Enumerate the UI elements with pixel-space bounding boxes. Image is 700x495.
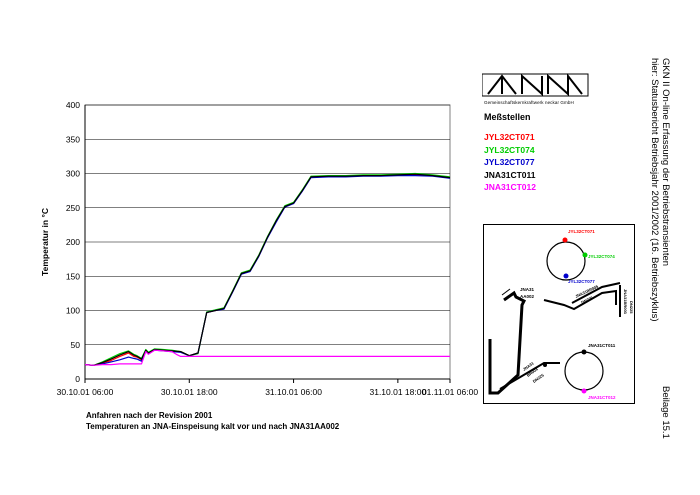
main-pipe (488, 290, 527, 395)
series-line-jna31ct012 (84, 349, 450, 366)
series-line-jna31ct011 (84, 173, 451, 366)
label-jyl32ct077: JYL32CT077 (568, 279, 595, 284)
lower-loop-circle (564, 351, 604, 391)
side-header-line-2: hier: Statusbericht Betriebsjahr 2001/20… (649, 58, 660, 322)
logo-caption: Gemeinschaftskernkraftwerk neckar GmbH (484, 100, 574, 105)
label-pipe-5: DN225 (532, 372, 546, 384)
label-jna31ct011: JNA31CT011 (588, 343, 616, 348)
y-tick-label: 0 (75, 374, 80, 384)
x-tick-label: 01.11.01 06:00 (422, 387, 478, 397)
label-pipe-3: JNA31 (522, 360, 536, 372)
y-tick-label: 200 (66, 237, 80, 247)
label-jyl32ct074: JYL32CT074 (588, 254, 615, 259)
legend-title: Meßstellen (484, 112, 531, 122)
label-valve-2: AA002 (520, 294, 535, 299)
x-tick-label: 30.10.01 06:00 (57, 387, 114, 397)
legend-item-jna31ct011: JNA31CT011 (484, 169, 536, 180)
gkn-logo (482, 73, 589, 97)
label-jna31ct012: JNA31CT012 (588, 395, 616, 400)
legend-item-jyl32ct071: JYL32CT071 (484, 132, 535, 142)
y-tick-label: 250 (66, 203, 80, 213)
x-tick-label: 31.10.01 06:00 (265, 387, 322, 397)
label-pipe-7: DN225 (629, 301, 634, 314)
pipe-line (543, 282, 621, 317)
figure-caption: Anfahren nach der Revision 2001 Temperat… (86, 411, 339, 432)
x-tick-label: 30.10.01 18:00 (161, 387, 218, 397)
sensor-jyl32ct071-dot (562, 237, 568, 243)
x-tick-label: 31.10.01 18:00 (369, 387, 426, 397)
side-header-line-1: GKN II On-line Erfassung der Betriebstra… (660, 58, 671, 267)
sensor-jyl32ct077-dot (563, 273, 569, 279)
pipe-schematic: JYL32CT071 JYL32CT074 JYL32CT077 JNA31 A… (483, 224, 635, 404)
caption-line-1: Anfahren nach der Revision 2001 (86, 411, 213, 420)
sensor-jna31ct012-dot (581, 388, 587, 394)
label-jyl32ct071: JYL32CT071 (568, 229, 595, 234)
beilage-label: Beilage 15.1 (660, 386, 671, 439)
y-tick-label: 50 (71, 340, 81, 350)
lower-pipe (499, 362, 560, 390)
legend: JYL32CT071 JYL32CT074 JYL32CT077 JNA31CT… (484, 131, 536, 194)
legend-item-jyl32ct074: JYL32CT074 (484, 144, 535, 155)
y-tick-label: 400 (66, 100, 80, 110)
lower-junction-dot (543, 363, 547, 367)
caption-line-2: Temperaturen an JNA-Einspeisung kalt vor… (86, 421, 340, 431)
y-tick-label: 350 (66, 134, 80, 144)
label-valve-1: JNA31 (520, 287, 535, 292)
sensor-jyl32ct074-dot (582, 252, 588, 258)
y-tick-label: 300 (66, 169, 80, 179)
y-axis-label: Temperatur in °C (40, 208, 50, 276)
plot-area: 0 50 100 150 200 250 300 350 400 30.10.01 06:00 30… (57, 100, 479, 397)
legend-item-jna31ct012: JNA31CT012 (484, 182, 536, 192)
label-pipe-4: BR004 (526, 366, 540, 378)
label-pipe-2: DN225 (580, 295, 594, 305)
sensor-jna31ct011-dot (581, 349, 587, 355)
label-pipe-6: JNA31BR003 (623, 289, 628, 315)
legend-item-jyl32ct077: JYL32CT077 (484, 157, 535, 167)
y-tick-label: 100 (66, 306, 80, 316)
y-tick-label: 150 (66, 271, 80, 281)
